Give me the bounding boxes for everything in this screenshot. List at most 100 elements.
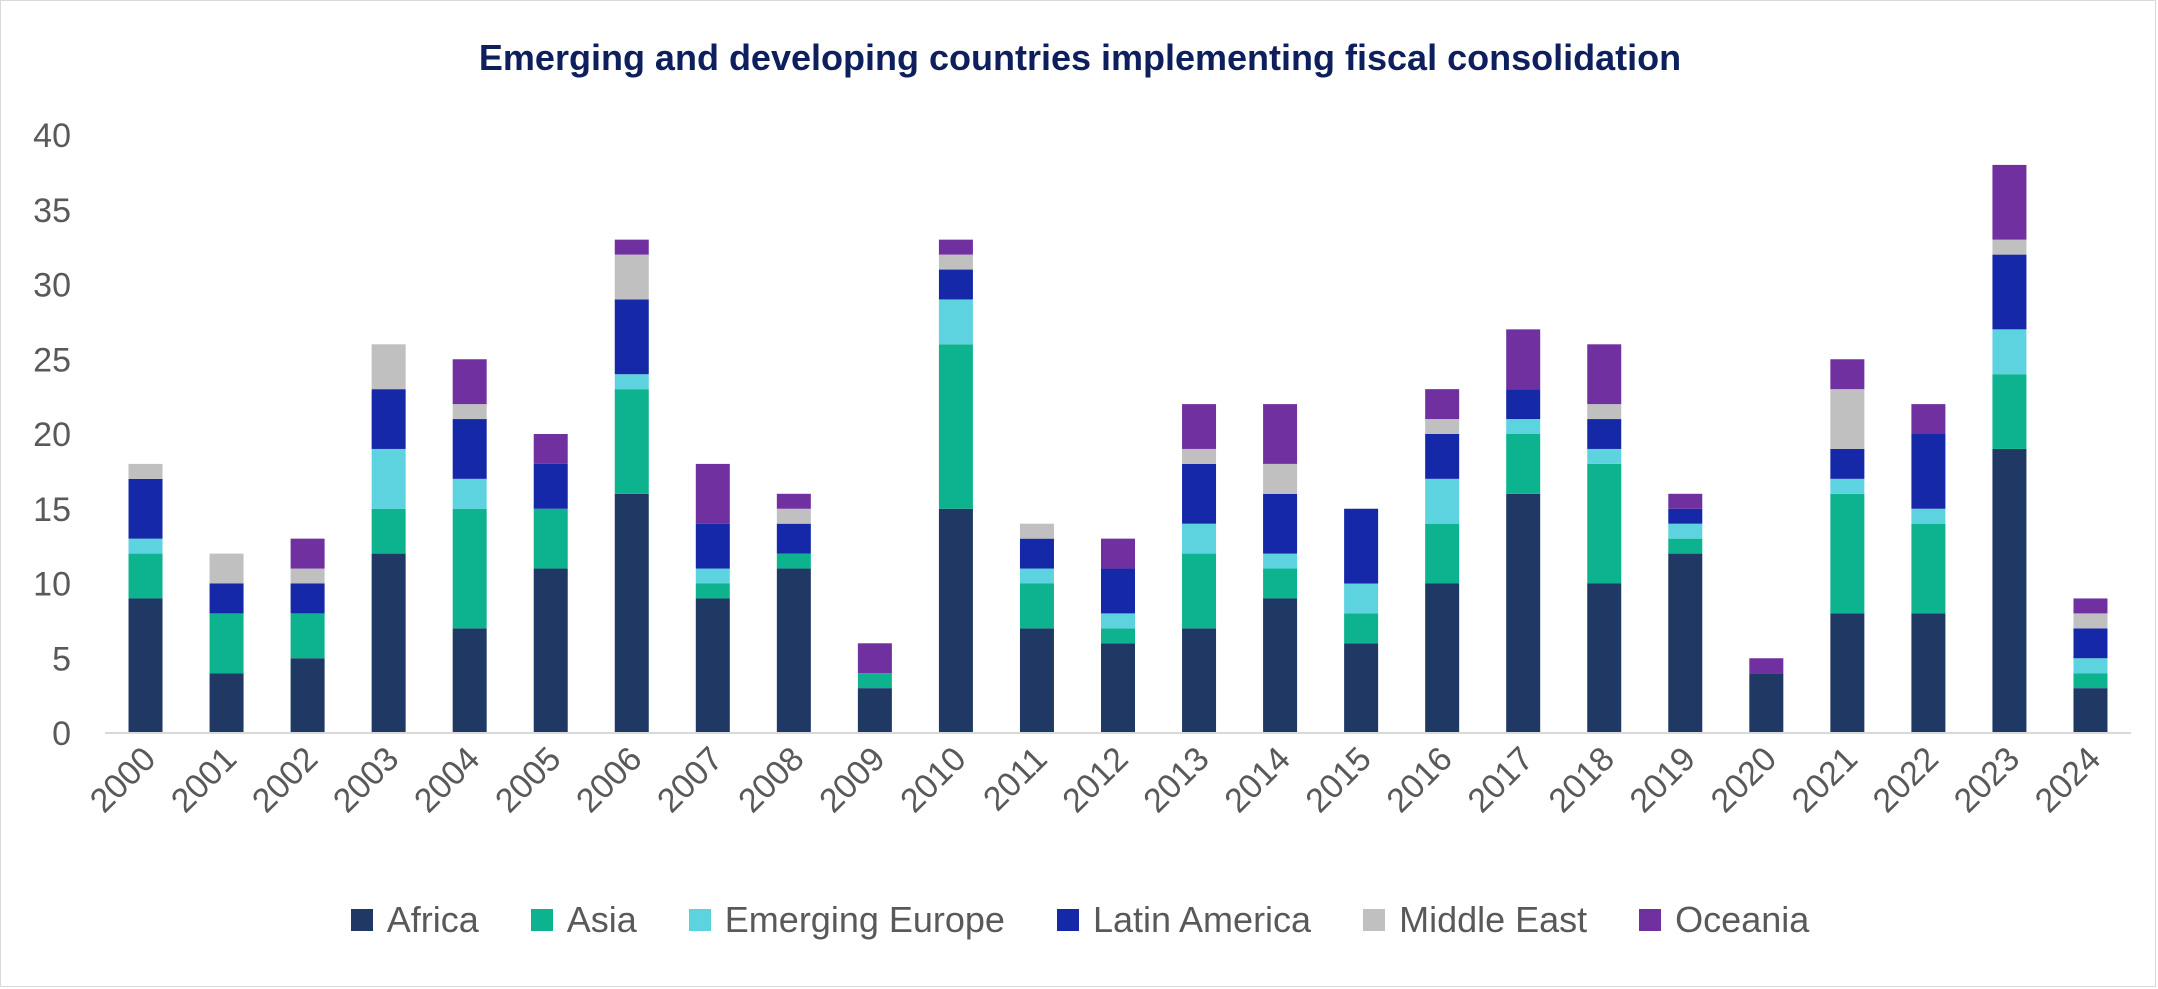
bar-segment-emerging-europe: [1911, 508, 1946, 524]
bar-segment-africa: [1101, 643, 1135, 733]
bar-segment-africa: [1263, 598, 1298, 733]
bar-segment-africa: [1830, 613, 1865, 733]
bar-segment-emerging-europe: [1101, 613, 1135, 629]
bar-segment-africa: [209, 673, 244, 733]
bar-segment-asia: [614, 389, 649, 494]
bar-segment-africa: [695, 598, 730, 733]
legend-item-emerging-europe: Emerging Europe: [688, 899, 1005, 941]
bar-segment-latin-america: [1101, 568, 1135, 614]
bar-segment-latin-america: [1992, 254, 2027, 330]
legend-item-middle-east: Middle East: [1363, 899, 1587, 941]
bar-segment-asia: [1263, 568, 1298, 599]
bar-segment-asia: [533, 508, 568, 569]
bar-segment-africa: [938, 508, 973, 733]
bar-segment-latin-america: [776, 523, 811, 554]
bar-segment-latin-america: [1263, 493, 1298, 554]
bar-segment-emerging-europe: [1668, 523, 1703, 539]
bar-segment-oceania: [1830, 359, 1865, 390]
bar-segment-latin-america: [2073, 628, 2108, 659]
legend-label: Africa: [386, 899, 479, 940]
bar-segment-emerging-europe: [1992, 329, 2027, 375]
x-tick-label: 2003: [326, 740, 406, 820]
legend-label: Latin America: [1092, 899, 1312, 940]
x-tick-label: 2000: [83, 740, 163, 820]
bar-segment-latin-america: [533, 463, 568, 509]
x-tick-label: 2001: [164, 740, 244, 820]
bar-segment-asia: [1992, 374, 2027, 449]
bar-segment-latin-america: [371, 389, 406, 449]
x-tick-label: 2024: [2028, 740, 2108, 820]
y-tick-label: 25: [33, 341, 71, 379]
bar-segment-emerging-europe: [1425, 478, 1460, 524]
bar-segment-oceania: [1587, 344, 1622, 405]
bar-segment-emerging-europe: [452, 478, 487, 509]
legend-swatch: [1056, 909, 1079, 931]
bar-segment-latin-america: [1668, 508, 1703, 524]
legend: Africa Asia Emerging Europe Latin America Mi…: [1, 899, 2158, 941]
legend-swatch: [350, 909, 373, 931]
y-tick-label: 15: [33, 491, 71, 529]
x-tick-label: 2018: [1542, 740, 1622, 820]
bar-segment-oceania: [695, 463, 730, 524]
x-tick-label: 2012: [1055, 740, 1135, 820]
y-tick-label: 35: [33, 192, 71, 230]
bar-segment-middle-east: [209, 553, 244, 584]
y-tick-label: 5: [52, 640, 71, 678]
x-tick-label: 2019: [1623, 740, 1703, 820]
x-tick-label: 2023: [1947, 740, 2027, 820]
bar-segment-africa: [776, 568, 811, 733]
bar-segment-emerging-europe: [128, 538, 163, 554]
bar-segment-latin-america: [452, 419, 487, 479]
y-tick-label: 10: [33, 566, 71, 604]
bar-segment-middle-east: [128, 463, 163, 479]
bar-segment-asia: [1506, 434, 1541, 494]
x-tick-label: 2020: [1704, 740, 1784, 820]
x-tick-label: 2004: [407, 740, 487, 820]
x-tick-label: 2007: [650, 740, 730, 820]
bar-segment-emerging-europe: [2073, 658, 2108, 674]
legend-label: Asia: [566, 899, 637, 940]
bar-segment-middle-east: [938, 254, 973, 270]
legend-label: Oceania: [1675, 899, 1810, 940]
legend-item-africa: Africa: [350, 899, 479, 941]
bar-segment-oceania: [1263, 404, 1298, 464]
legend-item-asia: Asia: [530, 899, 637, 941]
x-tick-label: 2006: [569, 740, 649, 820]
bar-segment-asia: [1344, 613, 1379, 644]
bar-segment-africa: [533, 568, 568, 733]
bars: [128, 164, 2108, 733]
bar-segment-asia: [128, 553, 163, 599]
x-tick-label: 2008: [731, 740, 811, 820]
y-tick-label: 20: [33, 416, 71, 454]
bar-segment-middle-east: [1019, 523, 1054, 539]
legend-item-oceania: Oceania: [1639, 899, 1809, 941]
bar-segment-asia: [1830, 493, 1865, 614]
bar-segment-oceania: [1668, 493, 1703, 509]
bar-segment-emerging-europe: [695, 568, 730, 584]
bar-segment-asia: [938, 344, 973, 509]
bar-segment-latin-america: [1182, 463, 1217, 524]
bar-segment-oceania: [2073, 598, 2108, 614]
bar-segment-africa: [1344, 643, 1379, 733]
bar-segment-africa: [1668, 553, 1703, 733]
bar-segment-middle-east: [614, 254, 649, 300]
bar-segment-oceania: [1182, 404, 1217, 449]
bar-segment-asia: [776, 553, 811, 569]
bar-segment-emerging-europe: [1019, 568, 1054, 584]
bar-segment-asia: [209, 613, 244, 674]
y-axis-ticks: 0 5 10 15 20 25 30 35 40: [33, 117, 71, 753]
bar-segment-africa: [614, 493, 649, 733]
bar-segment-oceania: [1425, 389, 1460, 420]
bar-segment-asia: [857, 673, 892, 689]
bar-segment-emerging-europe: [614, 374, 649, 390]
y-tick-label: 40: [33, 117, 71, 155]
bar-segment-africa: [1749, 673, 1784, 733]
x-tick-label: 2017: [1461, 740, 1541, 820]
legend-swatch: [688, 909, 711, 931]
bar-segment-africa: [1182, 628, 1217, 733]
bar-segment-emerging-europe: [371, 448, 406, 509]
bar-segment-emerging-europe: [1263, 553, 1298, 569]
bar-segment-oceania: [1749, 658, 1784, 674]
